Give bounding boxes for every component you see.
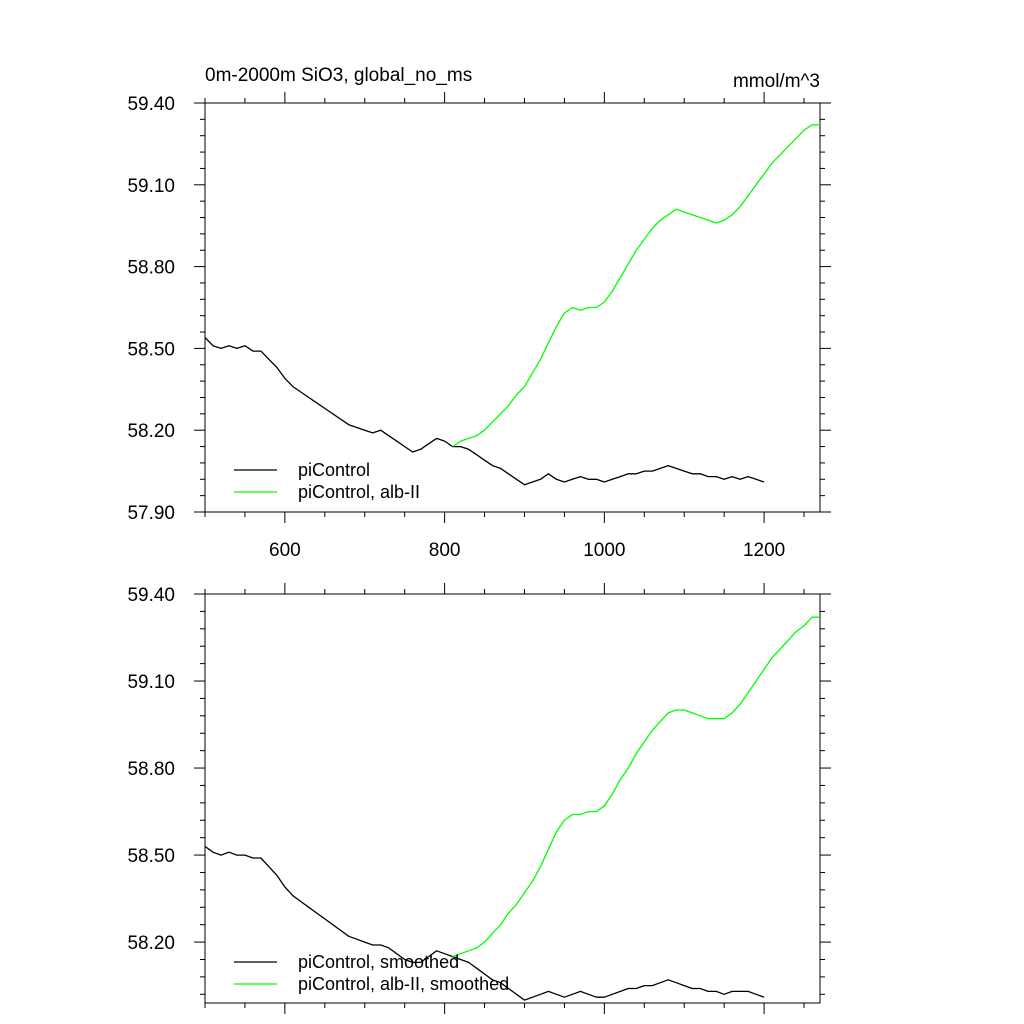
- plot-frame: [204, 102, 821, 513]
- y-tick-label: 59.40: [127, 94, 175, 115]
- y-tick-label: 59.10: [127, 176, 175, 197]
- y-tick-label: 58.80: [127, 258, 175, 279]
- bottom-panel: 58.20 58.50 58.80 59.10 59.40 piControl, smoo…: [127, 583, 831, 1014]
- y-tick-label: 58.20: [127, 933, 175, 954]
- series-line-picontrol: [204, 337, 765, 486]
- y-tick-label: 59.40: [127, 585, 175, 606]
- legend-label: piControl: [298, 460, 370, 480]
- legend-label: piControl, alb-II: [298, 482, 420, 502]
- figure-title: 0m-2000m SiO3, global_no_ms: [205, 65, 472, 86]
- y-tick-label: 57.90: [127, 503, 175, 524]
- series-line-picontrol: [204, 845, 765, 1001]
- x-tick-label: 1000: [583, 540, 625, 561]
- legend-label: piControl, alb-II, smoothed: [298, 974, 509, 994]
- y-tick-label: 59.10: [127, 672, 175, 693]
- series-line-alb-ii: [452, 124, 820, 448]
- y-tick-label: 58.20: [127, 421, 175, 442]
- series-line-alb-ii: [452, 616, 820, 958]
- y-tick-label: 58.50: [127, 339, 175, 360]
- legend-label: piControl, smoothed: [298, 952, 459, 972]
- y-tick-label: 58.80: [127, 759, 175, 780]
- x-tick-label: 800: [429, 540, 461, 561]
- x-tick-label: 1200: [743, 540, 785, 561]
- y-tick-label: 58.50: [127, 846, 175, 867]
- plot-frame: [204, 593, 821, 1004]
- x-tick-label: 600: [269, 540, 301, 561]
- top-panel: 600 800 1000 1200 57.90 58.20 58.50 58.80 59.10 5…: [127, 92, 831, 561]
- figure-units: mmol/m^3: [733, 71, 820, 92]
